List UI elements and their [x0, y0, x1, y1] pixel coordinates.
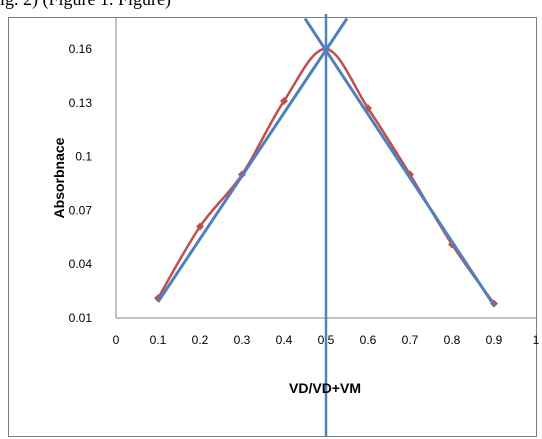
x-tick-label: 0.1 [150, 333, 167, 347]
caption-text: ig. 2) (Figure 1. Figure) [0, 0, 542, 11]
data-point-marker [280, 97, 288, 106]
x-tick-label: 0.3 [234, 333, 251, 347]
x-axis-title: VD/VD+VM [289, 380, 361, 396]
y-tick-label: 0.07 [69, 203, 93, 217]
y-tick-labels: 0.01 0.04 0.07 0.1 0.13 0.16 [69, 42, 93, 325]
x-tick-label: 0.2 [192, 333, 209, 347]
y-tick-label: 0.01 [69, 311, 93, 325]
y-tick-label: 0.16 [69, 42, 93, 56]
chart-frame [8, 17, 537, 437]
tangent-line [156, 17, 349, 303]
y-tick-label: 0.13 [69, 96, 93, 110]
x-tick-label: 1 [533, 333, 540, 347]
y-axis-title: Absorbnace [51, 137, 67, 218]
x-tick-label: 0.7 [402, 333, 419, 347]
x-tick-label: 0.4 [276, 333, 293, 347]
x-tick-label: 0.6 [360, 333, 377, 347]
tangent-line [303, 17, 496, 307]
x-tick-label: 0.8 [444, 333, 461, 347]
x-tick-label: 0.9 [486, 333, 503, 347]
data-point-marker [196, 222, 204, 231]
y-tick-label: 0.04 [69, 257, 93, 271]
y-tick-label: 0.1 [75, 150, 92, 164]
x-tick-label: 0 [113, 333, 120, 347]
tangent-lines [156, 14, 496, 437]
